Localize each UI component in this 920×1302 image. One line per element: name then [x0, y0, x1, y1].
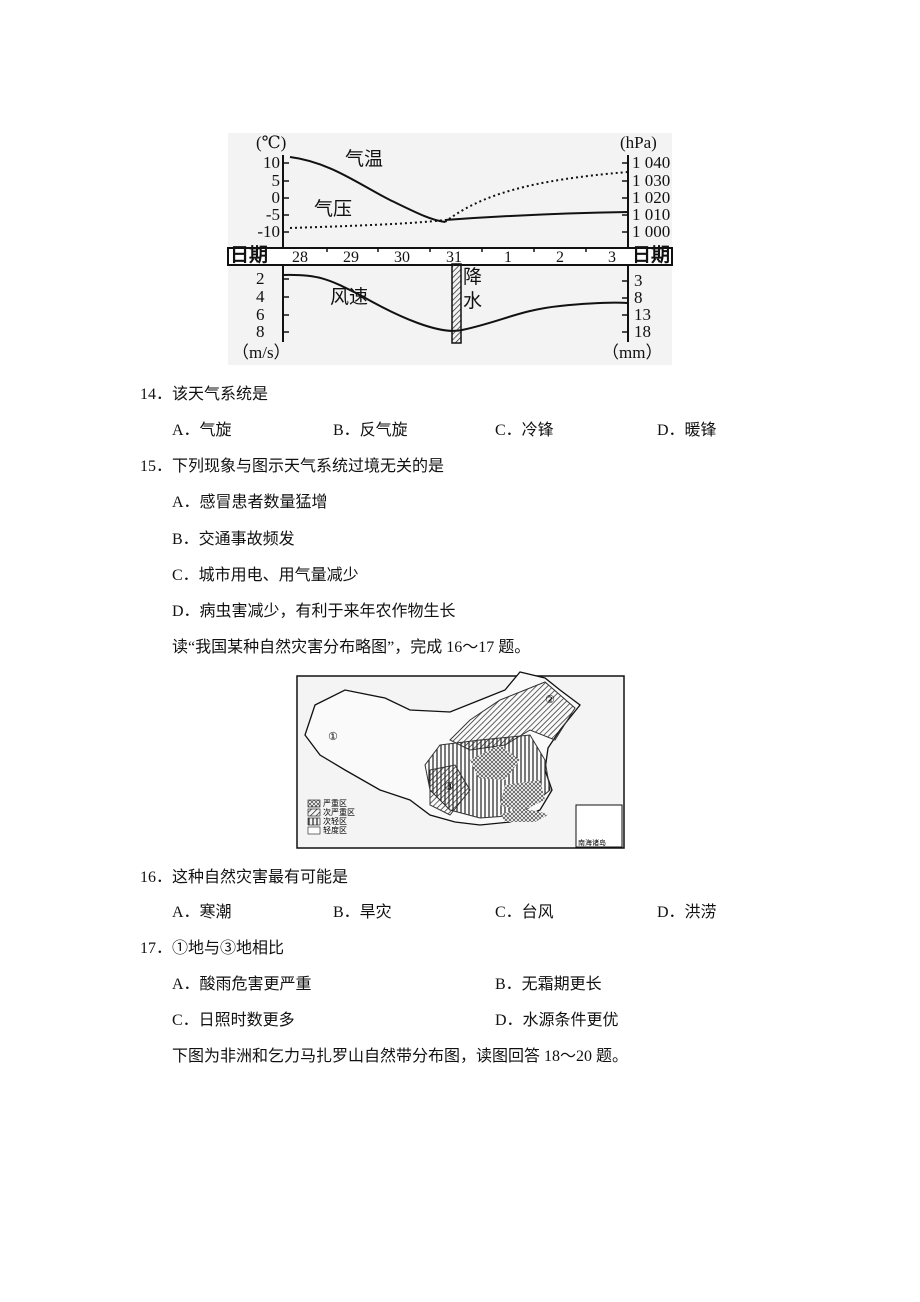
tick-label: 1 000 [632, 222, 671, 241]
date-label: 3 [608, 249, 616, 266]
legend-label: 次轻区 [323, 816, 347, 826]
tick-label: 1 040 [632, 153, 671, 172]
disaster-map: 严重区 次严重区 次轻区 轻度区 ① ② ③ 南海诸岛 [296, 671, 625, 849]
option: D．水源条件更优 [495, 1012, 619, 1029]
option: B．反气旋 [333, 422, 408, 439]
tick-label: -10 [257, 222, 280, 241]
date-label: 29 [343, 249, 359, 266]
option: A．酸雨危害更严重 [172, 976, 312, 993]
legend-label: 严重区 [323, 798, 347, 808]
option: D．洪涝 [657, 904, 717, 921]
legend-label: 次严重区 [323, 807, 355, 817]
map-marker: ② [545, 693, 555, 706]
tick-label: 13 [634, 305, 651, 324]
tick-label: -5 [265, 205, 280, 224]
option: A．气旋 [172, 422, 232, 439]
unit-label: （mm） [602, 343, 663, 362]
tick-label: 18 [634, 322, 651, 341]
series-label: 降水 [463, 267, 483, 312]
tick-label: 10 [263, 153, 280, 172]
option: C．日照时数更多 [172, 1012, 295, 1029]
date-label: 28 [292, 249, 308, 266]
option: C．冷锋 [495, 422, 554, 439]
axis-label: 日期 [632, 245, 671, 266]
tick-label: 1 030 [632, 171, 671, 190]
option: A．寒潮 [172, 904, 232, 921]
question-text: 下列现象与图示天气系统过境无关的是 [172, 458, 445, 475]
tick-label: 8 [256, 322, 265, 341]
tick-label: 4 [256, 287, 265, 306]
option: A．感冒患者数量猛增 [172, 494, 328, 511]
tick-label: 5 [271, 171, 281, 190]
map-marker: ① [328, 730, 338, 743]
tick-label: 8 [634, 288, 643, 307]
series-label: 气温 [345, 149, 384, 170]
date-label: 2 [556, 249, 564, 266]
unit-label: （m/s） [232, 343, 291, 362]
option: D．暖锋 [657, 422, 717, 439]
option: B．无霜期更长 [495, 976, 602, 993]
weather-chart [227, 133, 673, 365]
option: C．台风 [495, 904, 554, 921]
inset-label: 南海诸岛 [578, 838, 606, 847]
question-number: 16． [140, 869, 173, 886]
question-text: 该天气系统是 [172, 386, 269, 403]
question-number: 15． [140, 458, 173, 475]
date-label: 31 [446, 249, 462, 266]
series-label: 风速 [330, 287, 369, 308]
question-number: 14． [140, 386, 173, 403]
question-text: 这种自然灾害最有可能是 [172, 869, 349, 886]
intro-text: 读“我国某种自然灾害分布略图”，完成 16～17 题。 [172, 639, 531, 656]
tick-label: 1 020 [632, 188, 671, 207]
axis-label: 日期 [230, 245, 269, 266]
option: B．旱灾 [333, 904, 392, 921]
option: B．交通事故频发 [172, 531, 295, 548]
question-number: 17． [140, 940, 173, 957]
tick-label: 6 [256, 305, 265, 324]
tick-label: 0 [271, 188, 281, 207]
unit-label: (℃) [256, 133, 287, 152]
tick-label: 2 [256, 269, 265, 288]
unit-label: (hPa) [620, 133, 657, 152]
option: D．病虫害减少，有利于来年农作物生长 [172, 603, 456, 620]
tick-label: 1 010 [632, 205, 671, 224]
legend-label: 轻度区 [323, 825, 347, 835]
series-label: 气压 [314, 199, 353, 220]
date-label: 1 [504, 249, 512, 266]
map-marker: ③ [444, 780, 454, 793]
intro-text: 下图为非洲和乞力马扎罗山自然带分布图，读图回答 18～20 题。 [172, 1048, 629, 1065]
tick-label: 3 [634, 271, 643, 290]
option: C．城市用电、用气量减少 [172, 567, 359, 584]
question-text: ①地与③地相比 [172, 940, 285, 957]
date-label: 30 [394, 249, 410, 266]
